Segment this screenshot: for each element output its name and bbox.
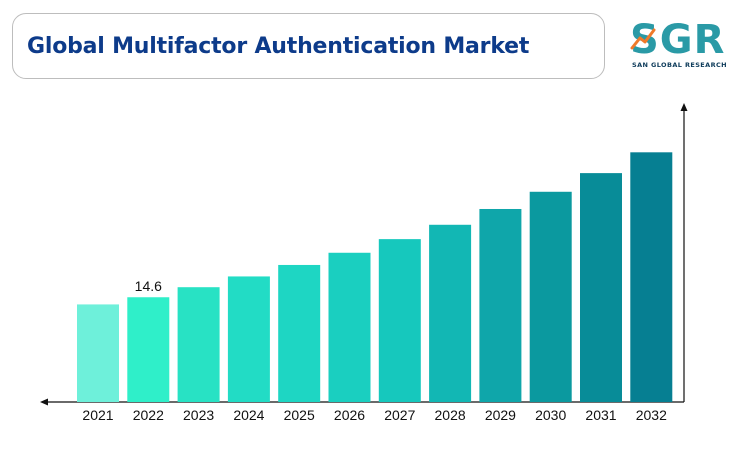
x-tick-label-2031: 2031 xyxy=(585,407,616,423)
bar-chart: 2021 2022 2023 2024 2025 2026 2027 2028 2029 2030… xyxy=(40,103,688,423)
bar-2032 xyxy=(630,152,673,402)
x-tick-label-2030: 2030 xyxy=(535,407,566,423)
logo-tagline: SAN GLOBAL RESEARCH xyxy=(632,61,727,69)
bar-2027 xyxy=(378,239,421,402)
bar-2024 xyxy=(227,276,270,402)
x-tick-label-2022: 2022 xyxy=(133,407,164,423)
x-tick-label-2024: 2024 xyxy=(233,407,264,423)
bar-2026 xyxy=(328,252,371,402)
x-tick-label-2023: 2023 xyxy=(183,407,214,423)
x-tick-label-2027: 2027 xyxy=(384,407,415,423)
x-tick-label-2028: 2028 xyxy=(435,407,466,423)
bar-2025 xyxy=(278,264,321,402)
x-tick-label-2029: 2029 xyxy=(485,407,516,423)
bar-2028 xyxy=(429,224,472,402)
title-banner: Global Multifactor Authentication Market xyxy=(12,13,605,79)
sgr-logo: SGR SAN GLOBAL RESEARCH xyxy=(630,18,730,76)
x-tick-label-2025: 2025 xyxy=(284,407,315,423)
chart-title: Global Multifactor Authentication Market xyxy=(27,33,530,59)
x-axis-arrow-icon xyxy=(40,398,48,406)
x-tick-label-2021: 2021 xyxy=(82,407,113,423)
bar-2030 xyxy=(529,191,572,402)
bar-2022 xyxy=(127,297,170,402)
bar-2021 xyxy=(77,304,119,402)
bar-2029 xyxy=(479,208,522,402)
bar-2023 xyxy=(177,287,220,402)
bar-2031 xyxy=(580,173,622,402)
data-label-2022: 14.6 xyxy=(135,278,162,294)
y-axis-arrow-icon xyxy=(680,103,688,111)
logo-swoosh-icon xyxy=(630,28,656,50)
x-tick-label-2026: 2026 xyxy=(334,407,365,423)
x-tick-label-2032: 2032 xyxy=(636,407,667,423)
